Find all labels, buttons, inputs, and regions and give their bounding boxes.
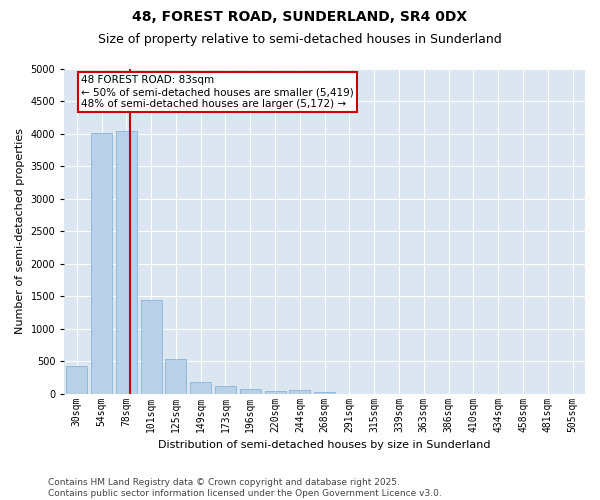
X-axis label: Distribution of semi-detached houses by size in Sunderland: Distribution of semi-detached houses by … bbox=[158, 440, 491, 450]
Y-axis label: Number of semi-detached properties: Number of semi-detached properties bbox=[15, 128, 25, 334]
Bar bbox=[190, 382, 211, 394]
Text: Size of property relative to semi-detached houses in Sunderland: Size of property relative to semi-detach… bbox=[98, 32, 502, 46]
Bar bbox=[116, 130, 137, 394]
Bar bbox=[66, 366, 87, 394]
Bar bbox=[265, 390, 286, 394]
Bar bbox=[166, 359, 187, 394]
Bar bbox=[215, 386, 236, 394]
Bar bbox=[240, 390, 261, 394]
Text: 48 FOREST ROAD: 83sqm
← 50% of semi-detached houses are smaller (5,419)
48% of s: 48 FOREST ROAD: 83sqm ← 50% of semi-deta… bbox=[81, 76, 354, 108]
Bar bbox=[314, 392, 335, 394]
Bar bbox=[289, 390, 310, 394]
Bar bbox=[140, 300, 161, 394]
Text: 48, FOREST ROAD, SUNDERLAND, SR4 0DX: 48, FOREST ROAD, SUNDERLAND, SR4 0DX bbox=[133, 10, 467, 24]
Text: Contains HM Land Registry data © Crown copyright and database right 2025.
Contai: Contains HM Land Registry data © Crown c… bbox=[48, 478, 442, 498]
Bar bbox=[91, 132, 112, 394]
